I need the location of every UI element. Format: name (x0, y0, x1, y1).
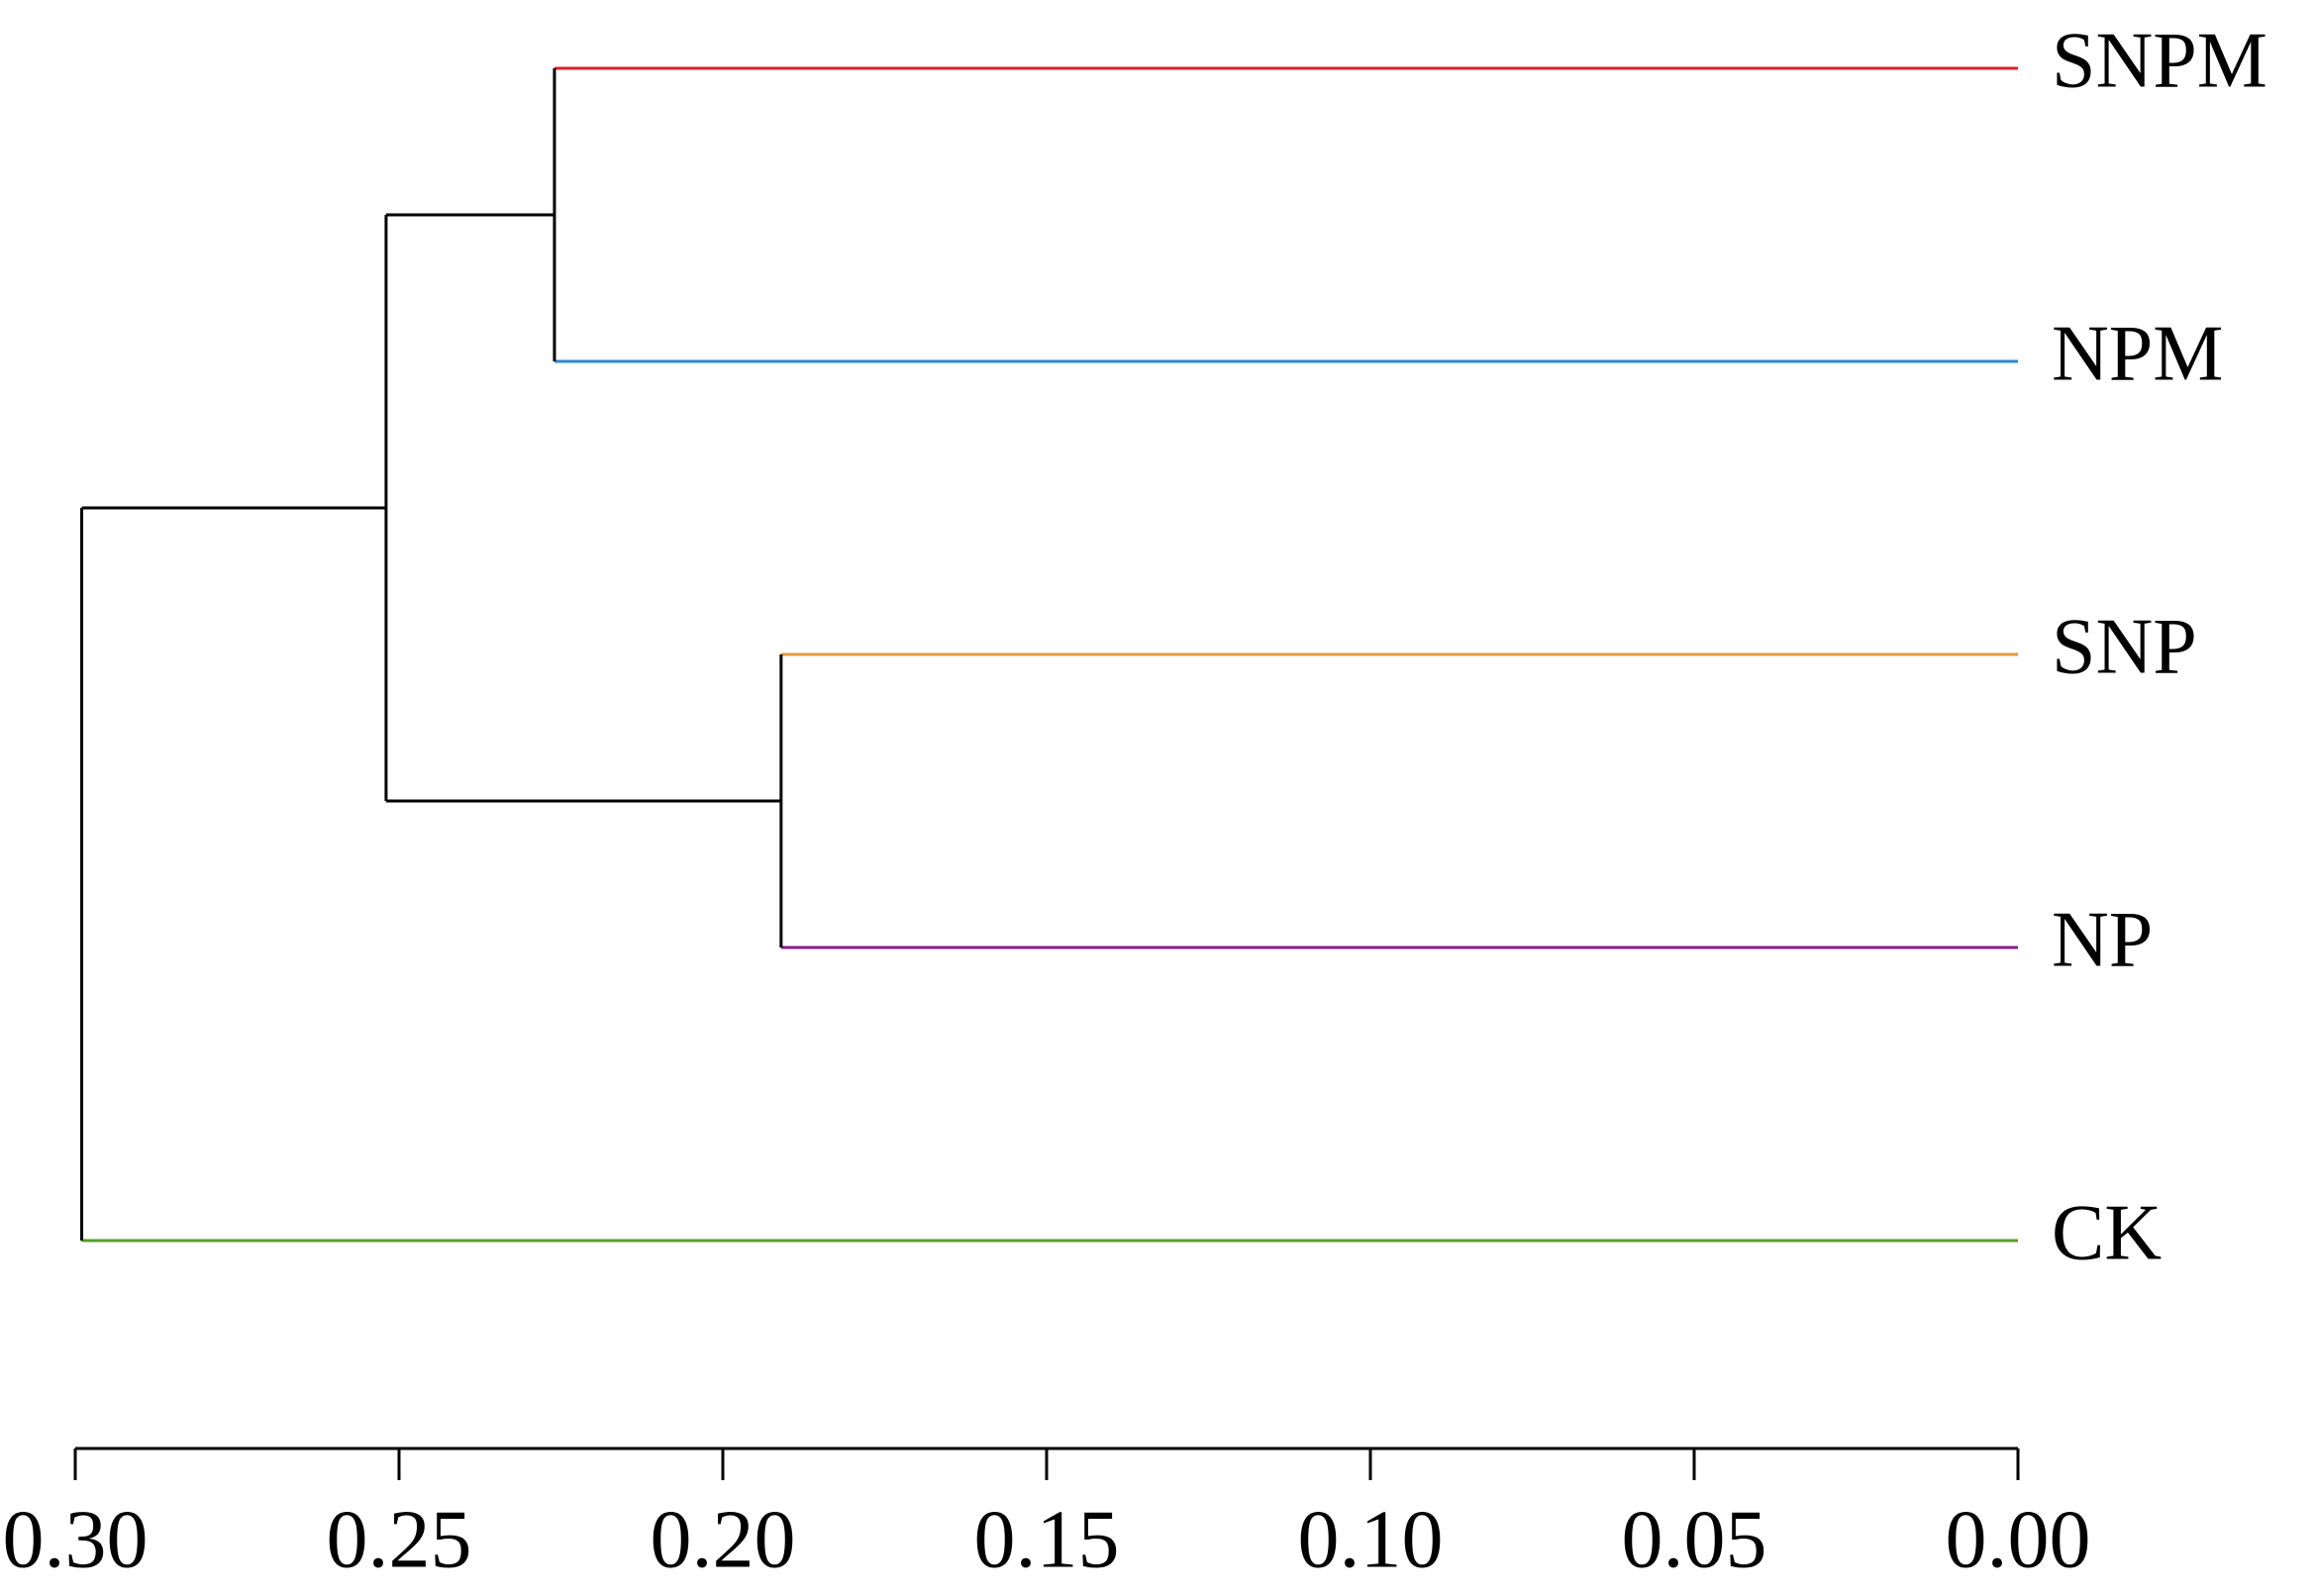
x-tick-label: 0.00 (1946, 1493, 2091, 1585)
leaf-label: SNP (2052, 603, 2197, 690)
leaf-label: NPM (2052, 310, 2223, 397)
x-tick-label: 0.05 (1622, 1493, 1767, 1585)
x-tick-label: 0.30 (3, 1493, 149, 1585)
x-tick-label: 0.25 (327, 1493, 472, 1585)
x-tick-label: 0.20 (651, 1493, 796, 1585)
x-tick-label: 0.10 (1298, 1493, 1444, 1585)
leaf-label: CK (2052, 1189, 2162, 1276)
leaf-label: NP (2052, 896, 2153, 983)
leaf-label: SNPM (2052, 17, 2267, 104)
x-tick-label: 0.15 (974, 1493, 1120, 1585)
